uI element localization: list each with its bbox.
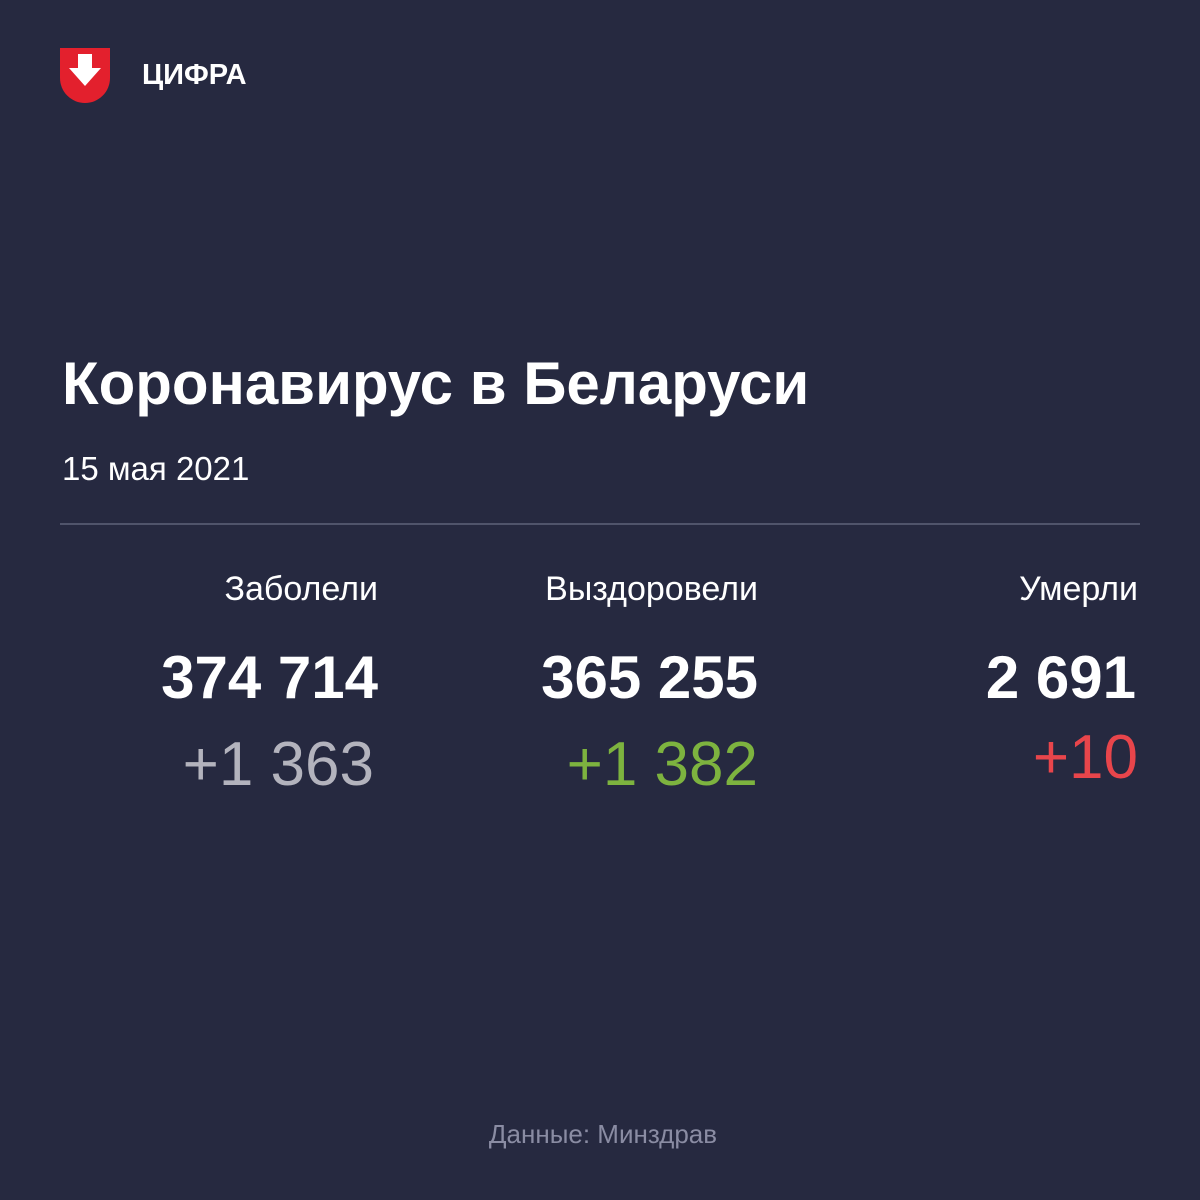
- stat-change: +10: [1033, 723, 1138, 792]
- logo: [60, 48, 110, 103]
- stat-label: Выздоровели: [545, 570, 758, 608]
- stat-change: +1 382: [567, 730, 758, 799]
- brand: ЦИФРА: [142, 59, 247, 91]
- date: 15 мая 2021: [62, 450, 249, 487]
- stat-label: Умерли: [1019, 570, 1138, 608]
- stat-change: +1 363: [183, 730, 374, 799]
- stat-total: 365 255: [541, 644, 758, 711]
- stat-label: Заболели: [224, 570, 378, 608]
- source: Данные: Минздрав: [489, 1119, 717, 1149]
- title: Коронавирус в Беларуси: [62, 350, 809, 417]
- stat-total: 374 714: [161, 644, 379, 711]
- stat-total: 2 691: [986, 644, 1136, 711]
